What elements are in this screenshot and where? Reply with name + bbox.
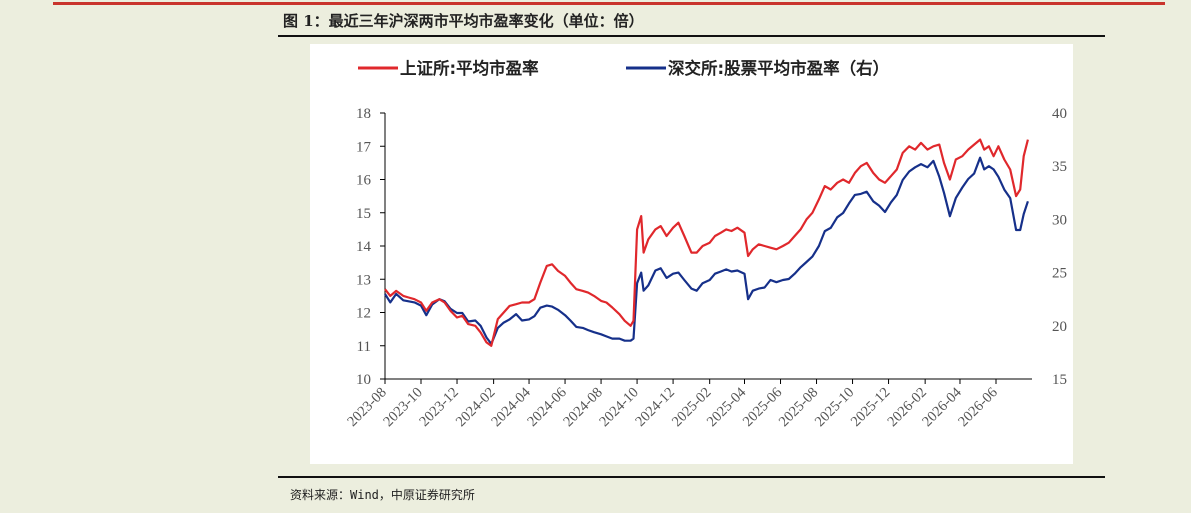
chart-panel: 上证所:平均市盈率 深交所:股票平均市盈率（右） 10 11 12 13 14 15 16 1…	[310, 44, 1073, 464]
y-left-tick-label: 10	[356, 372, 371, 388]
pe-ratio-line-chart: 上证所:平均市盈率 深交所:股票平均市盈率（右） 10 11 12 13 14 15 16 1…	[344, 58, 1067, 430]
x-tick-label: 2024-10	[596, 385, 641, 430]
legend: 上证所:平均市盈率 深交所:股票平均市盈率（右）	[358, 58, 889, 78]
x-tick-label: 2023-08	[344, 385, 389, 430]
y-left-tick-label: 11	[357, 339, 371, 355]
y-right-tick-label: 35	[1052, 159, 1067, 175]
x-tick-label: 2023-12	[416, 385, 461, 430]
top-rule	[53, 2, 1165, 5]
x-tick-label: 2025-06	[740, 385, 785, 430]
axes: 1011121314151617181520253035402023-08202…	[344, 106, 1067, 430]
y-left-tick-label: 16	[356, 173, 372, 189]
figure-title: 图 1：最近三年沪深两市平均市盈率变化（单位：倍）	[283, 12, 644, 30]
x-tick-label: 2024-08	[560, 385, 605, 430]
x-tick-label: 2025-08	[776, 385, 821, 430]
y-left-tick-label: 18	[356, 106, 371, 122]
series-lines	[384, 138, 1029, 347]
y-right-tick-label: 30	[1052, 212, 1067, 228]
y-left-tick-label: 12	[356, 306, 371, 322]
y-right-tick-label: 40	[1052, 106, 1067, 122]
x-tick-label: 2026-06	[955, 385, 1000, 430]
y-left-tick-label: 14	[356, 239, 372, 255]
bottom-rule	[278, 476, 1105, 478]
y-left-tick-label: 17	[356, 139, 372, 155]
y-right-tick-label: 25	[1052, 266, 1067, 282]
series-line-sse	[384, 138, 1029, 347]
x-tick-label: 2024-12	[632, 385, 677, 430]
y-right-tick-label: 20	[1052, 319, 1067, 335]
title-rule	[278, 35, 1105, 37]
y-left-tick-label: 13	[356, 272, 371, 288]
series-line-szse	[384, 156, 1029, 345]
legend-label-szse: 深交所:股票平均市盈率（右）	[668, 58, 889, 78]
legend-label-sse: 上证所:平均市盈率	[400, 58, 539, 78]
y-left-tick-label: 15	[356, 206, 371, 222]
x-tick-label: 2025-10	[812, 385, 857, 430]
y-right-tick-label: 15	[1052, 372, 1067, 388]
x-tick-label: 2024-06	[524, 385, 569, 430]
x-tick-label: 2025-12	[848, 385, 893, 430]
x-tick-label: 2023-10	[380, 385, 425, 430]
source-note: 资料来源：Wind，中原证券研究所	[290, 488, 475, 502]
